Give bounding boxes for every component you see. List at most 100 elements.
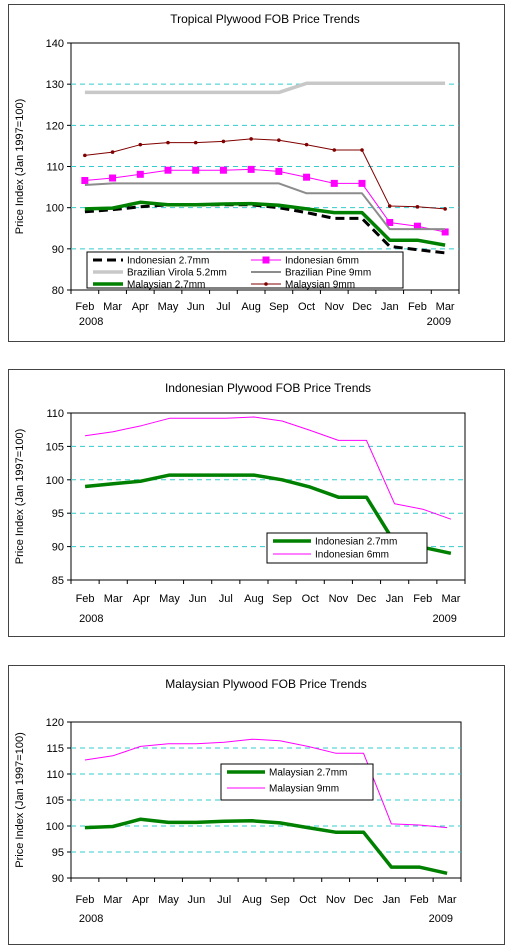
data-point [441, 228, 449, 236]
year-label-end: 2009 [432, 613, 456, 625]
y-tick-label: 100 [46, 203, 64, 215]
x-tick-label: Dec [354, 894, 374, 906]
data-point [413, 222, 421, 230]
data-point [387, 204, 392, 208]
x-tick-label: Dec [357, 593, 377, 605]
x-tick-label: Aug [242, 894, 262, 906]
legend-label: Indonesian 2.7mm [127, 256, 209, 267]
x-tick-label: Jul [217, 894, 231, 906]
indonesian-plywood-chart: Indonesian Plywood FOB Price Trends 85 90 9… [14, 381, 466, 625]
x-tick-label: May [159, 593, 180, 605]
data-point [304, 142, 309, 147]
data-point [164, 166, 172, 174]
x-tick-label: Jun [189, 593, 207, 605]
x-tick-label: Apr [132, 894, 149, 906]
x-tick-label: Oct [299, 894, 316, 906]
data-point [166, 140, 170, 145]
year-label-start: 2008 [79, 913, 103, 925]
y-tick-label: 110 [46, 408, 64, 420]
y-tick-label: 120 [46, 120, 64, 132]
series-line [84, 81, 446, 95]
x-tick-label: Aug [244, 593, 264, 605]
data-point [138, 142, 143, 147]
y-tick-label: 105 [46, 795, 64, 807]
x-tick-label: Dec [352, 301, 372, 313]
legend-label: Malaysian 9mm [285, 280, 355, 291]
x-tick-label: Oct [298, 301, 315, 313]
data-point [249, 137, 253, 141]
legend-label: Indonesian 2.7mm [315, 537, 397, 548]
legend-box [266, 532, 428, 564]
series-line [84, 168, 446, 233]
y-tick-label: 90 [52, 542, 64, 554]
x-tick-label: Mar [441, 593, 460, 605]
data-point [219, 166, 227, 174]
x-tick-label: Mar [438, 894, 457, 906]
series-line [84, 203, 446, 255]
y-tick-label: 100 [46, 475, 64, 487]
x-tick-label: Jun [187, 301, 205, 313]
x-tick-label: Apr [133, 593, 150, 605]
data-point [221, 139, 226, 144]
x-tick-label: Nov [329, 593, 349, 605]
x-tick-label: Mar [436, 301, 455, 313]
data-point [415, 205, 420, 209]
x-tick-label: May [158, 301, 179, 313]
data-point [277, 138, 281, 142]
x-tick-label: Sep [272, 593, 292, 605]
year-label-start: 2008 [79, 316, 103, 328]
y-tick-label: 90 [52, 873, 64, 885]
data-point [443, 207, 447, 211]
x-tick-label: Mar [103, 894, 122, 906]
data-point [109, 174, 117, 182]
x-tick-label: Jul [219, 593, 233, 605]
x-tick-label: May [158, 894, 179, 906]
y-tick-label: 105 [46, 441, 64, 453]
series-line [84, 817, 448, 876]
x-tick-label: Mar [104, 593, 123, 605]
data-point [330, 179, 338, 187]
legend-marker [264, 282, 268, 286]
y-tick-label: 100 [46, 821, 64, 833]
series-line [84, 200, 446, 247]
year-label-end: 2009 [429, 913, 453, 925]
y-tick-label: 80 [52, 285, 64, 297]
x-tick-label: Feb [75, 301, 94, 313]
x-tick-label: Feb [75, 894, 94, 906]
y-tick-label: 120 [46, 717, 64, 729]
data-point [247, 165, 255, 173]
y-tick-label: 110 [46, 162, 64, 174]
tropical-plywood-chart-panel: Tropical Plywood FOB Price Trends 80 90 100… [8, 4, 505, 342]
legend-label: Malaysian 2.7mm [127, 280, 205, 291]
x-tick-label: Jan [386, 593, 404, 605]
indonesian-plywood-chart-panel: Indonesian Plywood FOB Price Trends 85 90 9… [8, 369, 505, 637]
y-tick-label: 140 [46, 38, 64, 50]
x-tick-label: Feb [410, 894, 429, 906]
y-tick-label: 130 [46, 79, 64, 91]
legend-label: Indonesian 6mm [285, 256, 359, 267]
x-tick-label: Sep [270, 894, 290, 906]
x-tick-label: Jan [381, 301, 399, 313]
malaysian-plywood-chart: Malaysian Plywood FOB Price Trends 90 95 10… [14, 677, 462, 925]
legend-label: Indonesian 6mm [315, 550, 389, 561]
malaysian-plywood-chart-panel: Malaysian Plywood FOB Price Trends 90 95 10… [8, 665, 505, 945]
y-axis-label: Price Index (Jan 1997=100) [14, 99, 26, 234]
series-line [84, 182, 446, 231]
series-line [85, 416, 452, 520]
legend-label: Brazilian Pine 9mm [285, 268, 371, 279]
x-tick-label: Feb [408, 301, 427, 313]
tropical-plywood-chart: Tropical Plywood FOB Price Trends 80 90 100… [14, 12, 460, 328]
data-point [193, 140, 198, 145]
series-line [84, 138, 446, 210]
data-point [192, 166, 200, 174]
x-tick-label: Feb [76, 593, 95, 605]
legend-label: Brazilian Virola 5.2mm [127, 268, 227, 279]
x-tick-label: Feb [413, 593, 432, 605]
y-tick-label: 115 [46, 743, 64, 755]
year-label-end: 2009 [427, 316, 451, 328]
x-tick-label: Mar [103, 301, 122, 313]
data-point [110, 150, 115, 154]
data-point [358, 179, 366, 187]
y-tick-label: 95 [52, 508, 64, 520]
year-label-start: 2008 [79, 613, 103, 625]
